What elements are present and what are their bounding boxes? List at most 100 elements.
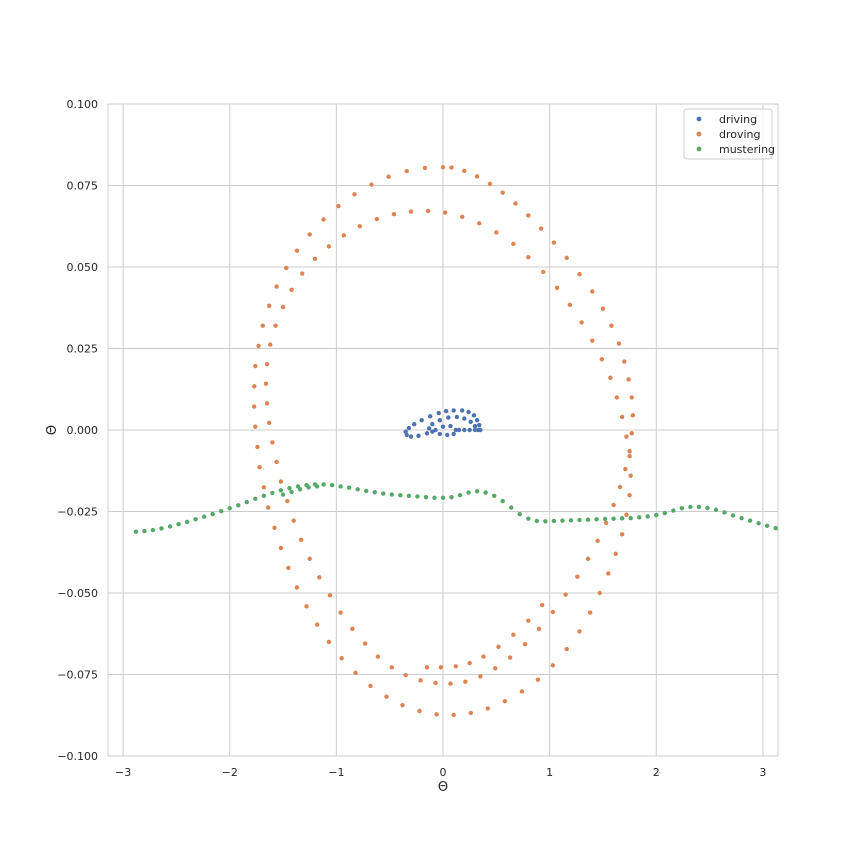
x-tick-label: 1 (546, 766, 553, 779)
droving-point (622, 359, 627, 364)
mustering-point (679, 506, 685, 511)
mustering-point (321, 482, 326, 487)
legend-marker-driving (696, 116, 702, 122)
driving-point (406, 425, 412, 431)
droving-point (629, 431, 634, 436)
droving-point (628, 473, 633, 478)
droving-point (535, 677, 541, 682)
mustering-point (372, 490, 377, 495)
mustering-point (611, 516, 616, 521)
driving-point (477, 422, 482, 428)
droving-point (326, 244, 332, 249)
droving-point (375, 654, 381, 659)
droving-point (278, 545, 284, 551)
droving-point (616, 341, 622, 346)
droving-point (266, 303, 272, 308)
mustering-point (585, 517, 591, 522)
mustering-point (355, 487, 360, 492)
droving-point (286, 565, 291, 571)
driving-point (443, 408, 449, 414)
droving-point (627, 493, 632, 498)
droving-point (630, 413, 636, 418)
y-tick-label: −0.100 (57, 750, 98, 763)
droving-point (264, 401, 270, 406)
droving-point (590, 338, 595, 343)
droving-point (353, 670, 358, 676)
droving-point (603, 520, 609, 526)
droving-point (312, 256, 318, 262)
droving-point (294, 585, 300, 590)
driving-point (408, 434, 414, 439)
droving-point (307, 556, 312, 561)
driving-point (412, 421, 417, 427)
droving-point (541, 269, 546, 275)
droving-point (619, 532, 625, 537)
mustering-point (747, 518, 753, 523)
droving-point (273, 323, 278, 328)
droving-point (327, 593, 333, 598)
driving-point (467, 427, 472, 433)
droving-point (577, 271, 582, 277)
mustering-point (423, 494, 429, 500)
mustering-point (297, 487, 303, 492)
mustering-point (602, 516, 608, 522)
driving-point (445, 432, 450, 438)
droving-point (611, 502, 616, 508)
driving-point (440, 424, 446, 429)
droving-point (627, 453, 632, 459)
driving-point (453, 427, 458, 433)
droving-point (626, 377, 631, 382)
droving-point (606, 571, 611, 576)
droving-point (551, 240, 557, 245)
driving-point (430, 429, 435, 434)
droving-point (326, 639, 332, 645)
droving-point (496, 644, 501, 649)
mustering-point (398, 493, 403, 498)
x-tick-labels: −3 −2 −1 0 1 2 3 (115, 766, 766, 779)
droving-point (374, 216, 380, 222)
y-tick-label: 0.025 (67, 343, 99, 356)
droving-point (304, 604, 309, 609)
driving-point (424, 431, 430, 436)
y-tick-label: 0.050 (67, 261, 99, 274)
droving-point (369, 182, 374, 187)
legend-label-mustering: mustering (719, 143, 775, 156)
droving-point (280, 304, 286, 310)
legend-label-driving: driving (719, 113, 757, 126)
droving-point (438, 665, 444, 670)
droving-point (550, 663, 556, 668)
droving-point (451, 712, 456, 718)
mustering-point (637, 515, 642, 520)
droving-point (554, 285, 560, 291)
droving-point (408, 209, 414, 214)
droving-point (536, 626, 542, 632)
droving-point (298, 537, 304, 543)
droving-point (285, 498, 290, 504)
droving-point (440, 165, 446, 170)
mustering-point (176, 522, 181, 527)
mustering-point (671, 508, 676, 513)
mustering-point (619, 516, 625, 521)
droving-point (579, 320, 584, 325)
y-tick-label: 0.075 (67, 180, 99, 193)
droving-point (404, 168, 409, 174)
droving-point (522, 641, 528, 647)
droving-point (391, 211, 397, 217)
driving-point (437, 418, 443, 423)
droving-point (265, 505, 271, 510)
droving-point (424, 665, 430, 670)
driving-point (466, 409, 471, 415)
mustering-point (730, 513, 736, 518)
droving-point (511, 632, 516, 637)
droving-point (434, 712, 439, 717)
mustering-point (722, 510, 727, 515)
droving-point (384, 694, 389, 699)
driving-point (451, 408, 456, 413)
droving-point (417, 708, 422, 714)
mustering-point (314, 484, 320, 489)
droving-point (459, 214, 465, 219)
plot-frame (107, 103, 779, 757)
droving-point (274, 459, 279, 465)
droving-point (477, 221, 482, 226)
y-axis-label: Θ̇ (45, 425, 60, 435)
